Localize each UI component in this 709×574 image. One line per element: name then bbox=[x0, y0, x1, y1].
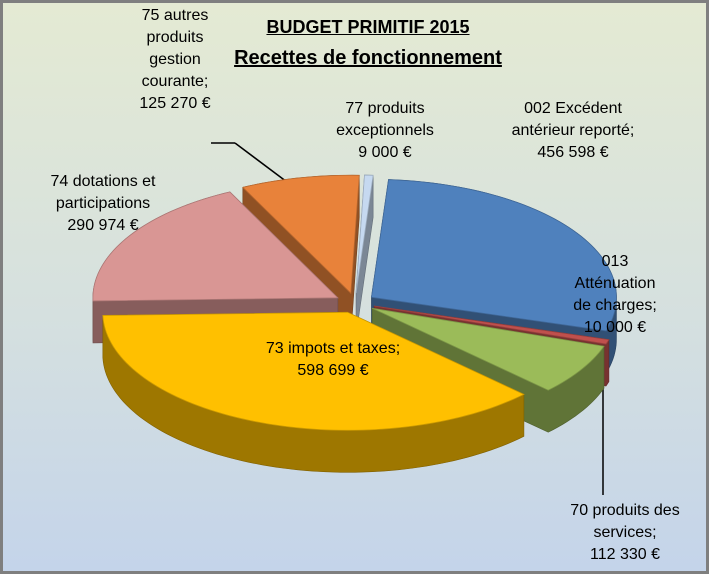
value-label: 290 974 € bbox=[67, 217, 139, 234]
value-label: 9 000 € bbox=[358, 144, 412, 161]
slice bbox=[355, 174, 374, 294]
chart bbox=[92, 142, 617, 495]
value-label: 125 270 € bbox=[139, 95, 211, 112]
data-label: 74 dotations et participations 290 974 € bbox=[28, 171, 178, 237]
data-label: 75 autres produits gestion courante; 125 … bbox=[120, 5, 230, 115]
data-label: 70 produits des services; 112 330 € bbox=[560, 500, 690, 566]
category-label: 73 impots et taxes; bbox=[265, 340, 401, 357]
chart-title: BUDGET PRIMITIF 2015 bbox=[266, 17, 470, 37]
value-label: 112 330 € bbox=[590, 546, 660, 563]
data-label: 77 produits exceptionnels 9 000 € bbox=[310, 98, 460, 164]
chart-subtitle: Recettes de fonctionnement bbox=[234, 47, 502, 69]
slice bbox=[370, 179, 617, 332]
slice bbox=[242, 174, 360, 295]
slice bbox=[102, 311, 525, 431]
slice bbox=[92, 191, 339, 302]
category-label: 77 produits exceptionnels bbox=[336, 100, 434, 139]
value-label: 598 699 € bbox=[297, 362, 369, 379]
data-label: 73 impots et taxes; 598 699 € bbox=[258, 338, 408, 382]
category-label: 74 dotations et participations bbox=[50, 173, 156, 212]
data-label: 002 Excédent antérieur reporté; 456 598 € bbox=[508, 98, 638, 164]
slice bbox=[371, 307, 605, 391]
category-label: 75 autres produits gestion courante; bbox=[141, 7, 209, 90]
category-label: 002 Excédent antérieur reporté; bbox=[511, 100, 635, 139]
value-label: 10 000 € bbox=[583, 319, 647, 336]
data-label: 013 Atténuation de charges; 10 000 € bbox=[570, 251, 660, 339]
slice bbox=[373, 305, 610, 345]
value-label: 456 598 € bbox=[537, 144, 609, 161]
category-label: 70 produits des services; bbox=[570, 502, 680, 541]
category-label: 013 Atténuation de charges; bbox=[573, 253, 657, 314]
